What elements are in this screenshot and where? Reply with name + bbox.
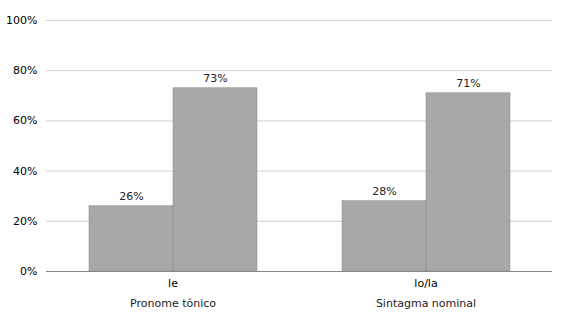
svg-text:0%: 0% <box>20 265 37 278</box>
svg-text:80%: 80% <box>13 64 37 77</box>
svg-text:20%: 20% <box>13 215 37 228</box>
svg-text:26%: 26% <box>119 190 143 203</box>
svg-text:Pronome tônico: Pronome tônico <box>130 297 216 310</box>
svg-text:100%: 100% <box>6 14 37 27</box>
svg-text:lo/la: lo/la <box>414 277 437 290</box>
svg-text:71%: 71% <box>456 77 480 90</box>
svg-text:Sintagma nominal: Sintagma nominal <box>376 297 476 310</box>
svg-text:40%: 40% <box>13 165 37 178</box>
svg-text:le: le <box>168 277 178 290</box>
svg-text:28%: 28% <box>372 185 396 198</box>
svg-text:60%: 60% <box>13 114 37 127</box>
svg-text:73%: 73% <box>203 72 227 85</box>
